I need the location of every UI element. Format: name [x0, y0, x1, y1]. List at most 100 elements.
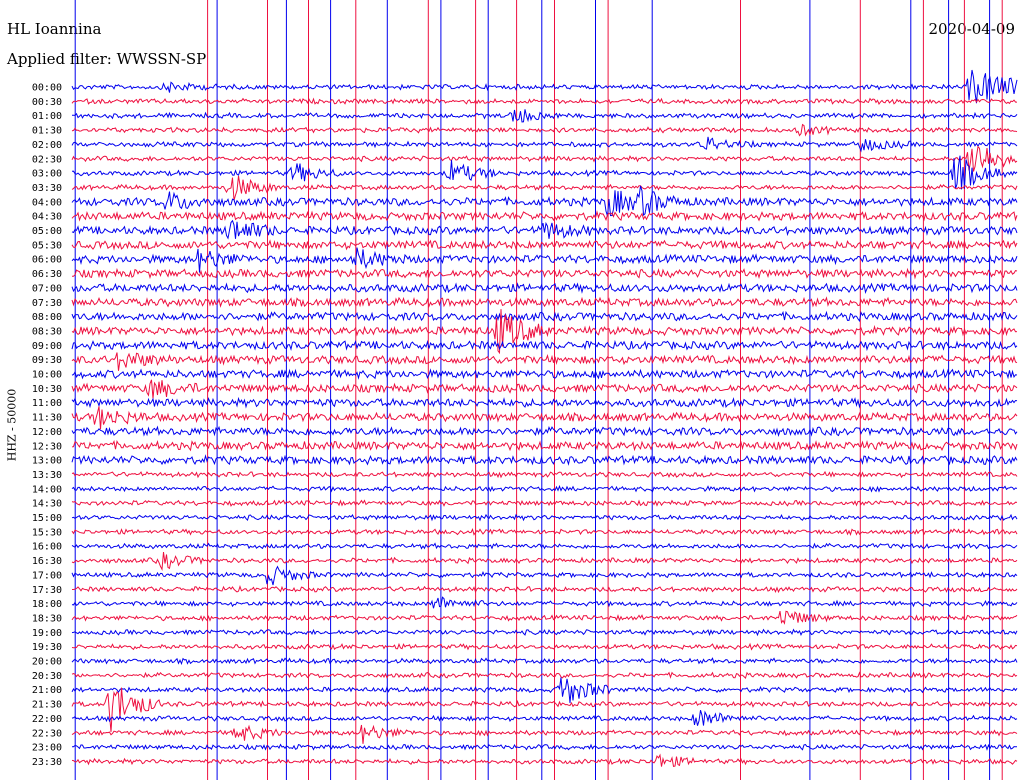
row-time-label: 21:00	[32, 685, 62, 696]
row-time-label: 17:00	[32, 570, 62, 581]
row-time-label: 06:00	[32, 255, 62, 266]
row-time-label: 19:30	[32, 642, 62, 653]
trace-row-1230	[71, 439, 1018, 452]
trace-row-0230	[71, 145, 1018, 172]
trace-row-0200	[71, 136, 1018, 153]
row-time-label: 12:30	[32, 441, 62, 452]
row-time-label: 22:00	[32, 714, 62, 725]
row-time-label: 03:00	[32, 169, 62, 180]
trace-row-2330	[71, 753, 1018, 767]
row-time-label: 04:30	[32, 212, 62, 223]
row-time-label: 00:00	[32, 83, 62, 94]
trace-row-1600	[71, 542, 1018, 550]
row-time-label: 12:00	[32, 427, 62, 438]
trace-row-0100	[72, 109, 1018, 123]
trace-row-2200	[71, 710, 1018, 726]
filter-label: Applied filter: WWSSN-SP	[7, 50, 207, 68]
row-time-label: 06:30	[32, 269, 62, 280]
row-time-label: 05:00	[32, 226, 62, 237]
trace-row-2300	[72, 743, 1018, 751]
trace-row-1500	[71, 513, 1018, 522]
row-time-label: 00:30	[32, 97, 62, 108]
row-time-label: 18:30	[32, 613, 62, 624]
trace-row-0730	[71, 296, 1018, 309]
row-time-label: 07:30	[32, 298, 62, 309]
trace-row-1800	[71, 596, 1018, 609]
trace-row-0430	[71, 210, 1018, 222]
row-time-label: 16:30	[32, 556, 62, 567]
row-time-label: 01:00	[32, 111, 62, 122]
trace-row-2100	[71, 677, 1018, 703]
trace-row-0900	[71, 339, 1018, 352]
trace-row-0800	[71, 310, 1018, 323]
row-time-label: 08:00	[32, 312, 62, 323]
row-time-label: 21:30	[32, 700, 62, 711]
trace-row-1030	[71, 379, 1018, 399]
trace-row-0300	[71, 155, 1018, 190]
row-time-label: 03:30	[32, 183, 62, 194]
row-time-label: 11:00	[32, 398, 62, 409]
row-time-label: 14:00	[32, 484, 62, 495]
row-time-label: 23:30	[32, 757, 62, 768]
trace-row-0530	[71, 239, 1018, 251]
trace-row-1530	[71, 528, 1018, 536]
trace-row-1400	[71, 484, 1018, 493]
trace-row-0130	[71, 123, 1018, 137]
trace-row-1000	[71, 368, 1018, 380]
row-time-label: 09:00	[32, 341, 62, 352]
row-time-label: 18:00	[32, 599, 62, 610]
date-label: 2020-04-09	[928, 20, 1015, 38]
trace-row-1430	[71, 499, 1018, 507]
trace-row-0600	[71, 247, 1018, 273]
trace-row-1300	[71, 454, 1018, 466]
row-time-label: 22:30	[32, 728, 62, 739]
trace-row-2030	[71, 671, 1018, 680]
row-time-label: 14:30	[32, 499, 62, 510]
trace-row-0000	[71, 69, 1018, 104]
trace-row-1700	[71, 565, 1018, 586]
row-time-label: 16:00	[32, 542, 62, 553]
station-title: HL Ioannina	[7, 20, 102, 38]
row-time-label: 20:00	[32, 657, 62, 668]
row-time-label: 05:30	[32, 240, 62, 251]
trace-row-1730	[72, 585, 1018, 594]
trace-row-0030	[71, 97, 1017, 106]
row-time-label: 02:00	[32, 140, 62, 151]
row-time-label: 15:30	[32, 527, 62, 538]
trace-row-0500	[71, 219, 1018, 240]
trace-row-1200	[71, 425, 1018, 437]
trace-row-0330	[71, 175, 1018, 201]
trace-row-2130	[71, 687, 1018, 732]
trace-row-0700	[71, 282, 1018, 295]
row-time-label: 17:30	[32, 585, 62, 596]
row-time-label: 09:30	[32, 355, 62, 366]
trace-row-1100	[71, 396, 1018, 409]
row-time-label: 11:30	[32, 413, 62, 424]
row-time-label: 10:30	[32, 384, 62, 395]
trace-row-1330	[71, 470, 1018, 479]
row-time-label: 10:00	[32, 370, 62, 381]
trace-row-1930	[71, 642, 1018, 651]
trace-row-1630	[71, 552, 1018, 572]
row-time-label: 20:30	[32, 671, 62, 682]
trace-row-0930	[71, 352, 1018, 371]
row-time-label: 04:00	[32, 197, 62, 208]
row-time-label: 15:00	[32, 513, 62, 524]
trace-row-0400	[71, 185, 1018, 217]
row-time-label: 02:30	[32, 154, 62, 165]
trace-row-1900	[71, 628, 1018, 637]
row-time-label: 08:30	[32, 326, 62, 337]
row-time-label: 19:00	[32, 628, 62, 639]
trace-row-1130	[71, 406, 1018, 430]
trace-row-2000	[71, 657, 1018, 666]
trace-row-1830	[71, 610, 1018, 625]
trace-row-0830	[71, 309, 1018, 355]
trace-row-0630	[71, 267, 1018, 280]
row-time-label: 13:00	[32, 456, 62, 467]
row-time-label: 13:30	[32, 470, 62, 481]
row-time-label: 23:00	[32, 743, 62, 754]
trace-row-2230	[71, 724, 1018, 744]
row-time-label: 07:00	[32, 283, 62, 294]
row-time-label: 01:30	[32, 126, 62, 137]
